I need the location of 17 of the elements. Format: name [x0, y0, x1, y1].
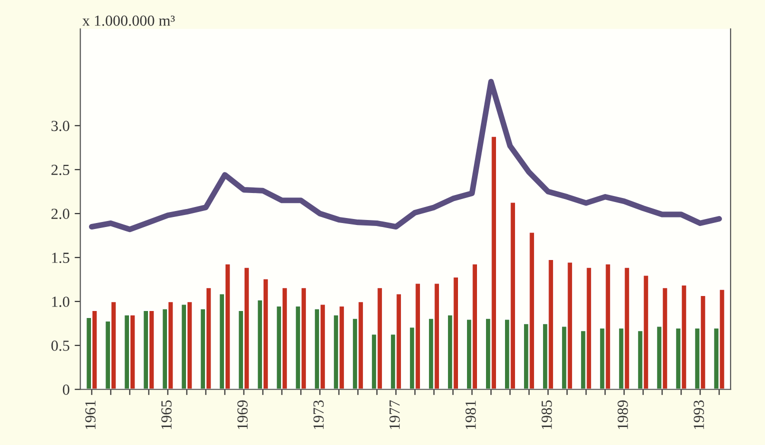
x-tick-label: 1961 [85, 400, 96, 430]
y-tick-label: 0.5 [51, 340, 70, 351]
y-tick-label: 1.0 [52, 296, 70, 307]
y-tick-label: 3.0 [52, 120, 70, 132]
x-tick-label: 1973 [313, 400, 324, 430]
x-tick-label: 1985 [542, 400, 552, 430]
y-tick-label: 2.0 [51, 208, 70, 220]
y-axis-title: x 1.000.000 m³ [82, 16, 175, 26]
x-tick-label: 1965 [161, 400, 172, 430]
y-tick-label: 2.5 [51, 164, 70, 176]
y-tick-label: 0 [62, 384, 70, 395]
x-tick-label: 1993 [694, 400, 704, 430]
x-tick-label: 1977 [390, 400, 400, 430]
x-tick-label: 1981 [466, 400, 476, 430]
x-tick-label: 1989 [618, 400, 628, 430]
y-tick-label: 1.5 [52, 252, 70, 264]
x-tick-label: 1969 [237, 400, 248, 430]
